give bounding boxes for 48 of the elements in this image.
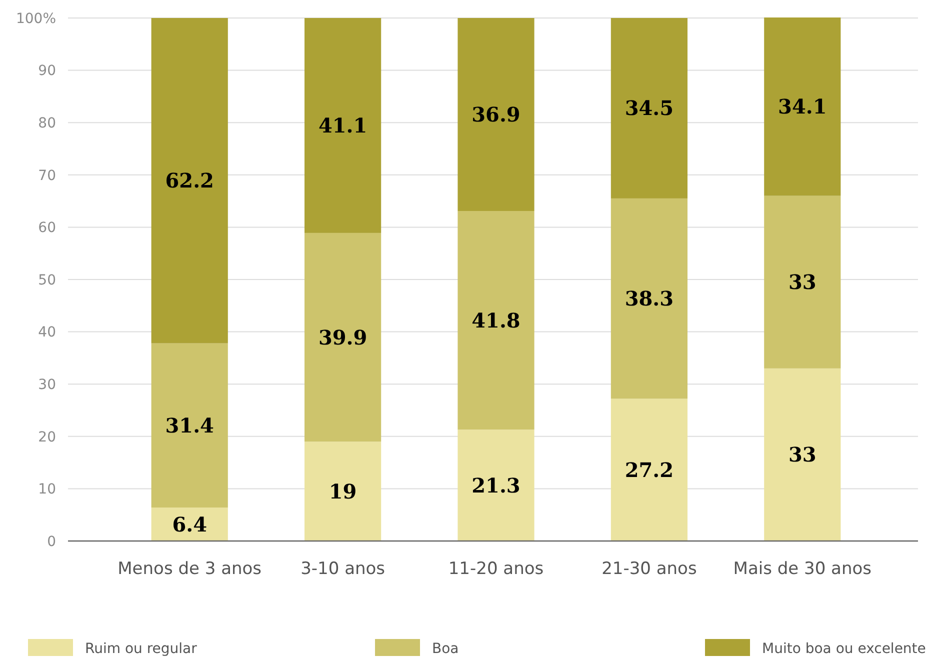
bar [151,18,228,344]
data-label: 27.2 [624,458,674,482]
data-label: 33 [788,442,816,467]
bar [458,18,534,211]
data-label: 38.3 [624,286,674,311]
x-tick-label: Mais de 30 anos [733,559,872,579]
bar [304,232,382,442]
y-tick-label: 80 [38,116,56,132]
legend-label: Ruim ou regular [85,640,198,657]
legend-label: Muito boa ou excelente [762,640,926,657]
y-tick-label: 50 [38,272,56,288]
x-tick-label: 11-20 anos [448,559,544,579]
data-label: 33 [788,270,816,294]
y-tick-label: 10 [38,482,56,498]
data-label: 6.4 [172,512,208,536]
data-label: 34.5 [624,96,674,120]
x-tick-label: Menos de 3 anos [118,559,262,579]
bar [610,398,688,541]
bar [764,368,841,541]
data-label: 62.2 [165,168,214,193]
y-tick-label: 60 [38,220,56,236]
y-tick-label: 30 [38,377,56,393]
y-tick-label: 0 [47,534,56,550]
bar [458,430,534,541]
data-label: 41.8 [472,308,520,332]
y-tick-label: 70 [38,168,56,184]
bar [304,18,382,233]
data-label: 21.3 [472,473,520,498]
bar [764,196,841,368]
x-tick-label: 3-10 anos [300,559,386,579]
y-tick-label: 40 [38,324,56,341]
bar [610,198,688,399]
x-tick-label: 21-30 anos [602,559,697,579]
data-label: 36.9 [472,102,520,126]
bar [304,442,382,541]
data-label: 41.1 [318,113,368,138]
y-tick-label: 20 [38,429,56,446]
data-label: 39.9 [318,325,368,350]
data-label: 31.4 [165,413,214,438]
y-tick-label: 100% [16,10,56,27]
bar [610,18,688,198]
bar [458,210,534,430]
bar [151,343,228,508]
data-label: 34.1 [778,94,827,119]
data-label: 19 [328,479,357,504]
bar [764,17,841,196]
y-tick-label: 90 [38,63,56,80]
legend-label: Boa [432,640,459,657]
